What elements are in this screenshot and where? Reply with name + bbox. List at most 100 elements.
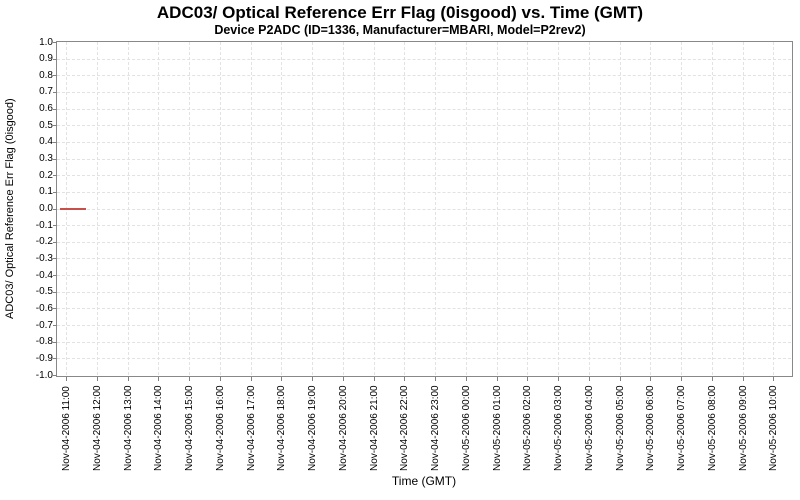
h-gridline <box>57 258 791 260</box>
v-gridline <box>742 42 744 375</box>
h-gridline <box>57 58 791 60</box>
h-gridline <box>57 191 791 193</box>
y-tick-label: 0.4 <box>39 136 53 148</box>
h-gridline <box>57 158 791 160</box>
x-tick-mark <box>773 377 775 381</box>
y-tick-label: -0.3 <box>35 252 53 264</box>
x-tick-mark <box>219 377 221 381</box>
x-tick-mark <box>650 377 652 381</box>
x-tick-label: Nov-05-2006 10:00 <box>768 385 780 471</box>
h-gridline <box>57 325 791 327</box>
y-tick-mark <box>53 258 57 260</box>
v-gridline <box>496 42 498 375</box>
h-gridline <box>57 125 791 127</box>
y-tick-mark <box>53 208 57 210</box>
x-tick-mark <box>96 377 98 381</box>
y-tick-label: -0.8 <box>35 336 53 348</box>
x-tick-mark <box>527 377 529 381</box>
v-gridline <box>281 42 283 375</box>
x-tick-mark <box>66 377 67 381</box>
v-gridline <box>650 42 652 375</box>
h-gridline <box>57 75 791 77</box>
h-gridline <box>57 108 791 110</box>
x-tick-label: Nov-04-2006 17:00 <box>245 385 257 471</box>
h-gridline <box>57 175 791 177</box>
h-gridline <box>57 91 791 93</box>
x-tick-mark <box>742 377 744 381</box>
x-tick-mark <box>465 377 467 381</box>
x-tick-label: Nov-05-2006 01:00 <box>491 385 503 471</box>
h-gridline <box>57 241 791 243</box>
y-tick-mark <box>53 275 57 277</box>
y-tick-label: 0.3 <box>39 153 53 165</box>
y-tick-label: -1.0 <box>35 369 53 381</box>
x-tick-label: Nov-05-2006 06:00 <box>645 385 657 471</box>
x-tick-mark <box>588 377 590 381</box>
v-gridline <box>250 42 252 375</box>
y-tick-label: -0.9 <box>35 352 53 364</box>
y-tick-mark <box>53 42 57 43</box>
x-tick-mark <box>158 377 160 381</box>
y-tick-label: 0.9 <box>39 53 53 65</box>
x-tick-mark <box>711 377 713 381</box>
y-tick-label: 0.0 <box>39 203 53 214</box>
h-gridline <box>57 358 791 360</box>
x-tick-label: Nov-04-2006 14:00 <box>153 385 165 471</box>
v-gridline <box>158 42 160 375</box>
v-gridline <box>681 42 682 375</box>
v-gridline <box>373 42 375 375</box>
y-tick-mark <box>53 108 57 110</box>
x-tick-label: Nov-04-2006 12:00 <box>91 385 103 471</box>
y-tick-mark <box>53 141 57 143</box>
v-gridline <box>189 42 190 375</box>
y-tick-mark <box>53 175 57 177</box>
x-tick-label: Nov-05-2006 09:00 <box>737 385 749 471</box>
v-gridline <box>773 42 775 375</box>
x-tick-mark <box>189 377 190 381</box>
x-tick-label: Nov-04-2006 22:00 <box>399 385 411 471</box>
y-tick-label: -0.6 <box>35 302 53 314</box>
v-gridline <box>711 42 713 375</box>
x-tick-mark <box>250 377 252 381</box>
y-tick-mark <box>53 91 57 93</box>
y-tick-label: 0.1 <box>39 186 53 198</box>
x-tick-mark <box>281 377 283 381</box>
y-tick-label: -0.5 <box>35 286 53 298</box>
v-gridline <box>96 42 98 375</box>
x-tick-label: Nov-04-2006 18:00 <box>276 385 288 471</box>
v-gridline <box>619 42 621 375</box>
series-line <box>59 207 87 210</box>
x-tick-label: Nov-05-2006 05:00 <box>614 385 626 471</box>
x-tick-mark <box>127 377 129 381</box>
x-tick-label: Nov-05-2006 02:00 <box>522 385 534 471</box>
y-tick-label: -0.2 <box>35 236 53 248</box>
x-tick-mark <box>619 377 621 381</box>
v-gridline <box>312 42 313 375</box>
x-tick-mark <box>496 377 498 381</box>
y-tick-label: 0.6 <box>39 103 53 115</box>
x-tick-label: Nov-05-2006 03:00 <box>553 385 564 471</box>
y-tick-label: 1.0 <box>39 36 53 48</box>
v-gridline <box>527 42 529 375</box>
y-tick-mark <box>53 125 57 127</box>
x-tick-mark <box>681 377 682 381</box>
v-gridline <box>127 42 129 375</box>
y-tick-mark <box>53 225 57 227</box>
y-tick-label: 0.2 <box>39 169 53 181</box>
x-tick-mark <box>312 377 313 381</box>
y-tick-mark <box>53 308 57 310</box>
x-tick-label: Nov-04-2006 16:00 <box>214 385 226 471</box>
h-gridline <box>57 208 791 210</box>
chart-subtitle: Device P2ADC (ID=1336, Manufacturer=MBAR… <box>214 23 586 37</box>
y-tick-mark <box>53 75 57 77</box>
v-gridline <box>219 42 221 375</box>
y-tick-label: 0.7 <box>39 86 53 98</box>
y-tick-label: 0.8 <box>39 69 53 81</box>
x-axis-title: Time (GMT) <box>391 474 457 488</box>
x-tick-label: Nov-04-2006 13:00 <box>122 385 134 471</box>
x-tick-label: Nov-05-2006 00:00 <box>460 385 472 471</box>
y-tick-mark <box>53 191 57 193</box>
x-tick-label: Nov-05-2006 08:00 <box>706 385 718 471</box>
y-tick-mark <box>53 325 57 327</box>
